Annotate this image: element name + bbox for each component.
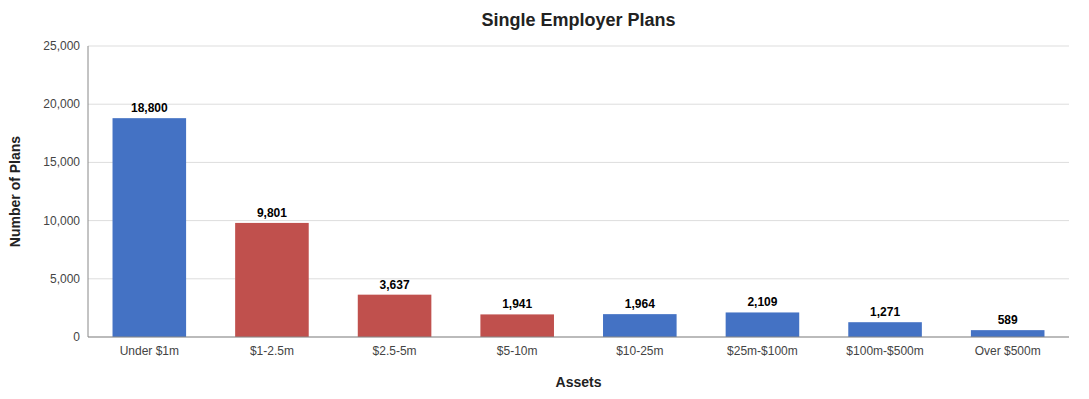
y-tick-label: 10,000 [43,214,80,228]
x-tick-label: $100m-$500m [846,344,923,358]
data-label: 1,271 [870,305,900,319]
bar [848,322,922,337]
y-tick-label: 15,000 [43,155,80,169]
data-label: 589 [998,313,1018,327]
data-label: 18,800 [131,101,168,115]
x-tick-label: $25m-$100m [727,344,798,358]
x-axis-title: Assets [556,374,602,390]
x-axis-line [88,337,1069,338]
y-tick-label: 0 [73,330,80,344]
data-label: 9,801 [257,206,287,220]
y-tick-label: 25,000 [43,39,80,53]
x-tick-label: $10-25m [616,344,663,358]
bar [358,295,432,337]
y-tick-label: 20,000 [43,97,80,111]
bar [726,312,800,337]
data-label: 1,941 [502,297,532,311]
x-tick-label: $1-2.5m [250,344,294,358]
grid-line [88,220,1069,221]
grid-line [88,337,1069,338]
grid-line [88,162,1069,163]
chart: Single Employer Plans 0 5,000 10,000 15,000 2… [0,0,1089,399]
bar [971,330,1045,337]
y-tick-label: 5,000 [50,272,80,286]
x-tick-label: Under $1m [120,344,179,358]
data-label: 2,109 [747,295,777,309]
bar [113,118,187,337]
bar [603,314,677,337]
page: {"chart_data": {"type": "bar", "title": … [0,0,1089,399]
x-tick-label: Over $500m [975,344,1041,358]
grid-line [88,46,1069,47]
x-tick-label: $5-10m [497,344,538,358]
y-axis-title: Number of Plans [7,136,23,247]
y-axis-line [88,46,89,337]
bars [113,118,1045,337]
title: Single Employer Plans [481,10,675,30]
x-tick-label: $2.5-5m [373,344,417,358]
data-labels: 18,800 9,801 3,637 1,941 1,964 2,109 1,271 589 [131,101,1018,327]
grid-line [88,104,1069,105]
data-label: 1,964 [625,297,655,311]
y-axis: 0 5,000 10,000 15,000 20,000 25,000 [43,39,1069,344]
bar [480,314,554,337]
data-label: 3,637 [380,278,410,292]
x-axis: Under $1m $1-2.5m $2.5-5m $5-10m $10-25m $25m… [120,344,1041,358]
bar [235,223,309,337]
